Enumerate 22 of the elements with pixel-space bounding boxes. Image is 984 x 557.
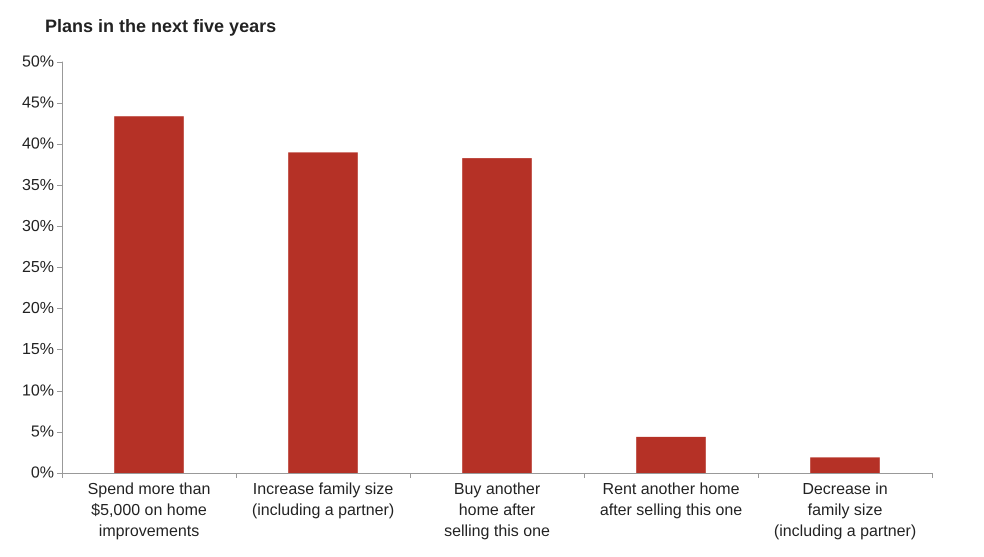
bar bbox=[462, 158, 532, 473]
x-tick-label: Spend more than $5,000 on home improvements bbox=[88, 481, 210, 540]
y-tick-label: 15% bbox=[22, 341, 54, 358]
y-tick-label: 20% bbox=[22, 300, 54, 318]
chart-title: Plans in the next five years bbox=[45, 16, 276, 36]
y-tick-label: 30% bbox=[22, 218, 54, 235]
y-tick-label: 10% bbox=[22, 382, 54, 400]
y-tick-label: 40% bbox=[22, 136, 54, 153]
x-tick-label: Increase family size (including a partner) bbox=[252, 481, 394, 519]
bar bbox=[114, 116, 184, 473]
y-tick-label: 35% bbox=[22, 176, 54, 194]
y-tick-label: 50% bbox=[22, 54, 54, 70]
bar bbox=[810, 457, 880, 473]
x-tick-label: Buy another home after selling this one bbox=[444, 481, 550, 540]
bar bbox=[636, 436, 706, 473]
y-tick-label: 45% bbox=[22, 94, 54, 112]
y-tick-label: 5% bbox=[30, 423, 54, 440]
y-tick-label: 0% bbox=[30, 464, 54, 482]
x-tick-label: Decrease in family size (including a partner) bbox=[774, 481, 916, 540]
bar bbox=[288, 152, 358, 473]
x-tick-label: Rent another home after selling this one bbox=[600, 481, 742, 519]
y-tick-label: 25% bbox=[22, 259, 54, 276]
